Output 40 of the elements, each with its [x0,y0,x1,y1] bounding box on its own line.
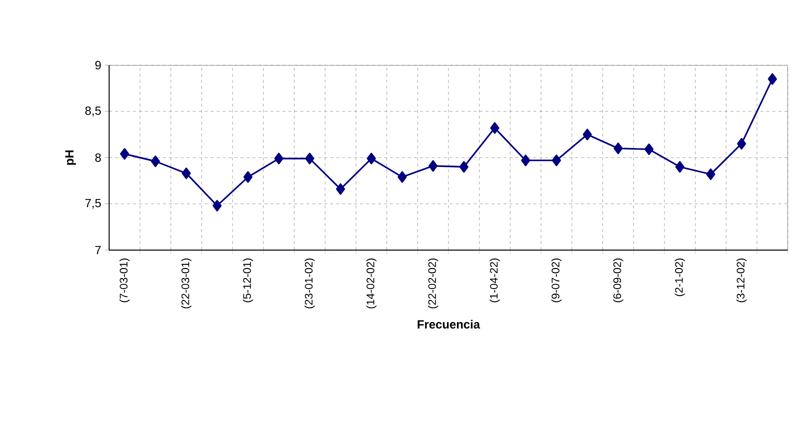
point [459,160,468,173]
x-tick-label: (3-12-02) [736,258,747,302]
point [305,152,314,164]
y-tick-label: 7 [95,246,101,254]
point [552,154,562,166]
x-tick-label: (2-1-02) [674,258,685,296]
point [274,152,284,164]
point [521,154,530,166]
x-axis-title: Frecuencia [418,320,480,328]
point [182,167,191,180]
y-tick-label: 9 [95,60,101,70]
y-tick-label: 7,5 [85,198,101,209]
point [243,171,253,183]
y-tick-label: 8,5 [85,106,101,116]
y-tick-label: 8 [95,153,101,162]
point [120,148,130,160]
point [212,200,222,212]
point [675,160,684,173]
x-tick-label: (5-12-01) [242,258,254,302]
x-tick-label: (9-07-02) [551,258,562,302]
x-tick-label: (23-01-02) [304,258,315,308]
x-tick-label: (22-02-02) [428,258,438,308]
point [366,152,376,164]
point [150,155,160,168]
point [398,171,407,183]
x-tick-label: (1-04-22) [490,258,500,302]
x-tick-label: (7-03-01) [119,258,130,302]
x-tick-label: (6-09-02) [613,258,624,302]
point [582,128,592,140]
point [706,168,716,180]
point [336,183,346,195]
point [644,143,654,156]
x-tick-label: (14-02-02) [366,258,376,308]
x-tick-label: (22-03-01) [181,258,192,308]
point [768,73,777,85]
y-axis-title: pH [65,150,76,165]
point [614,142,623,154]
point [428,160,438,172]
point [490,122,500,134]
point [736,138,746,150]
